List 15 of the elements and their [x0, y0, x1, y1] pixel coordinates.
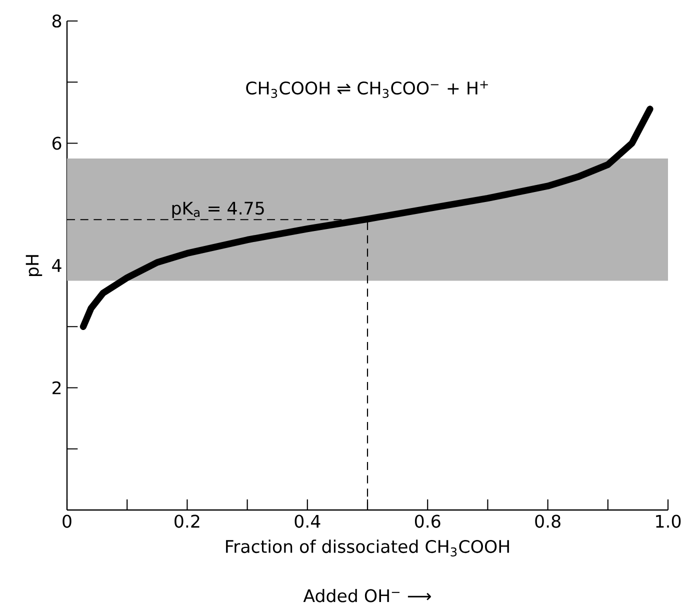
text: Added OH$^{−}$ ⟶: [303, 588, 431, 602]
x-tick-label: 0.6: [414, 514, 440, 528]
y-tick-label: 8: [52, 14, 62, 28]
annotation: CH$_{3}$COOH ⇌ CH$_{3}$COO$^{−}$ + H$^{+}$: [246, 80, 488, 98]
y-tick-label: 2: [52, 381, 61, 394]
x-tick-label: 0.4: [294, 514, 320, 528]
y-tick-label: 4: [52, 259, 62, 272]
y-axis-title: pH: [26, 255, 42, 276]
x-tick-label: 0.2: [174, 514, 200, 528]
y-tick-label: 6: [52, 136, 62, 150]
ref-line-label: pK$_{a}$ = 4.75: [172, 202, 264, 218]
x-axis-title: Fraction of dissociated CH$_{3}$COOH: [226, 540, 509, 556]
x-tick-label: 1.0: [656, 514, 681, 528]
x-tick-label: 0.8: [535, 514, 560, 528]
x-tick-label: 0: [62, 514, 72, 528]
